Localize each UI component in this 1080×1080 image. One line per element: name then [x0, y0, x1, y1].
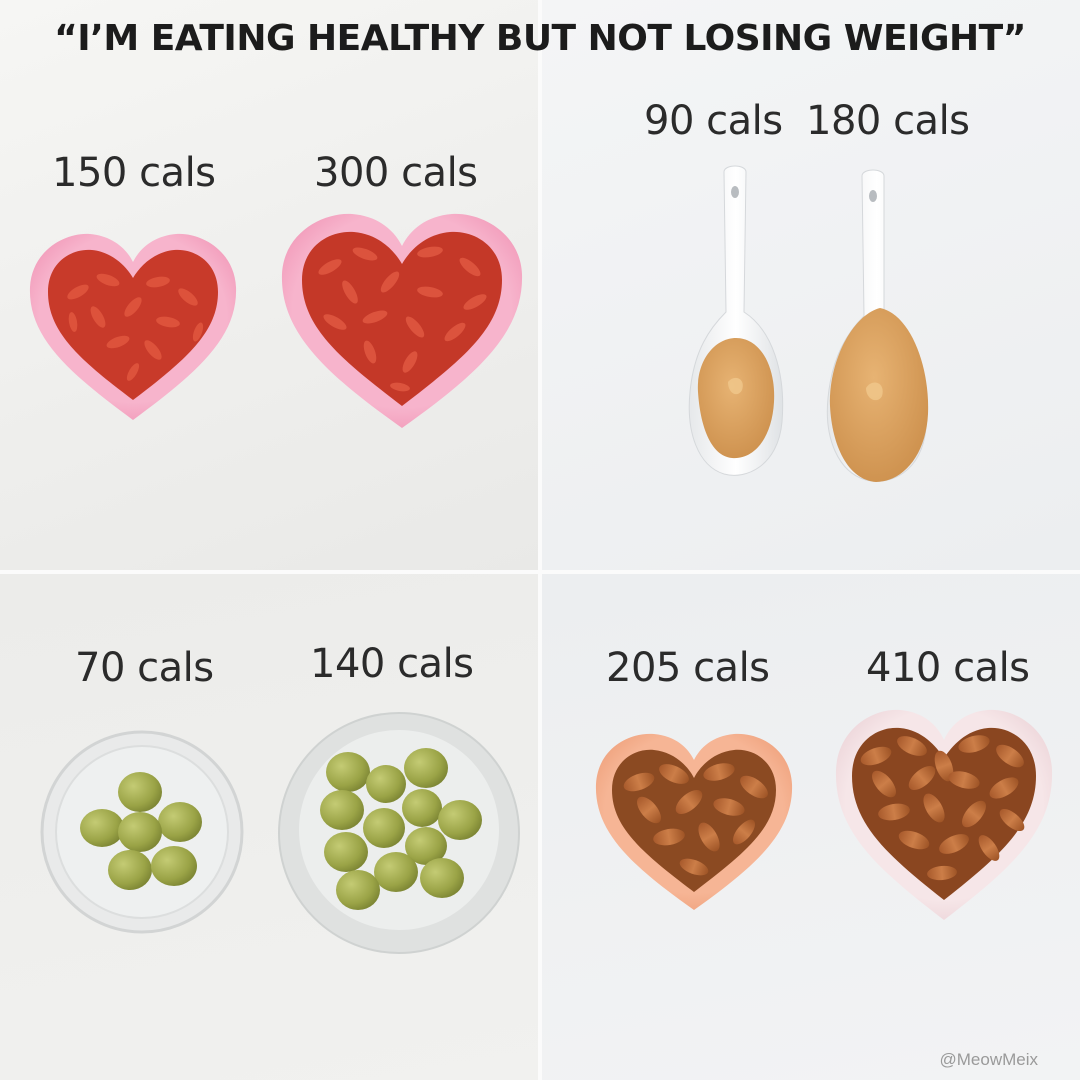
olives-large-white-bowl [278, 712, 520, 954]
nut-butter-small-cal-label: 90 cals [644, 98, 783, 144]
goji-small-cal-label: 150 cals [52, 150, 216, 196]
nut-butter-large-cal-label: 180 cals [806, 98, 970, 144]
horizontal-divider [0, 570, 1080, 574]
vertical-divider [538, 0, 542, 1080]
goji-large-cal-label: 300 cals [314, 150, 478, 196]
almonds-small-cal-label: 205 cals [606, 645, 770, 691]
almonds-large-cal-label: 410 cals [866, 645, 1030, 691]
almonds-small-heart-dish [595, 733, 793, 910]
nut-butter-large-spoon [826, 169, 929, 482]
olives-large-cal-label: 140 cals [310, 641, 474, 687]
goji-large-heart-dish [281, 213, 523, 428]
watermark: @MeowMeix [939, 1050, 1039, 1069]
nut-butter-small-spoon [688, 165, 784, 476]
goji-small-heart-dish [29, 233, 237, 420]
olives-small-cal-label: 70 cals [75, 645, 214, 691]
olives-small-glass-bowl [40, 730, 244, 934]
headline: “I’M EATING HEALTHY BUT NOT LOSING WEIGH… [54, 18, 1026, 59]
panel-nut-butter [542, 0, 1080, 570]
almonds-large-heart-dish [835, 709, 1053, 920]
